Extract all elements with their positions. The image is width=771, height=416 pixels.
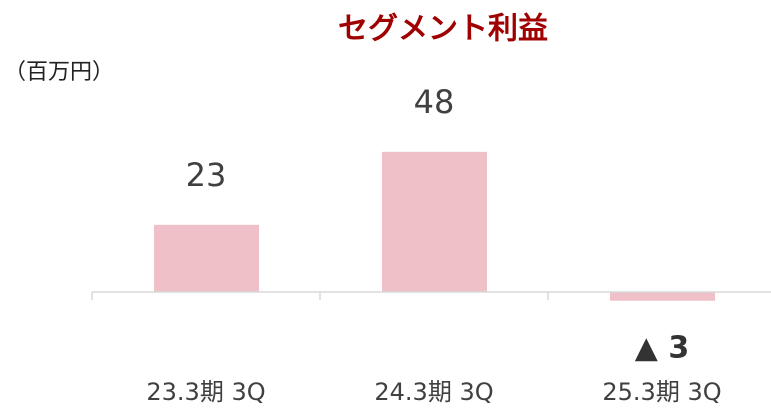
data-label: 48: [414, 83, 455, 121]
bar: [610, 292, 715, 301]
chart-title: セグメント利益: [338, 12, 548, 47]
unit-label: （百万円）: [4, 60, 114, 85]
data-label: 23: [186, 156, 227, 194]
bar: [382, 151, 487, 292]
x-tick-label: 25.3期 3Q: [602, 378, 721, 406]
bar: [154, 224, 259, 292]
x-tick-label: 24.3期 3Q: [374, 378, 493, 406]
x-tick-label: 23.3期 3Q: [146, 378, 265, 406]
data-label: ▲ 3: [635, 330, 689, 365]
